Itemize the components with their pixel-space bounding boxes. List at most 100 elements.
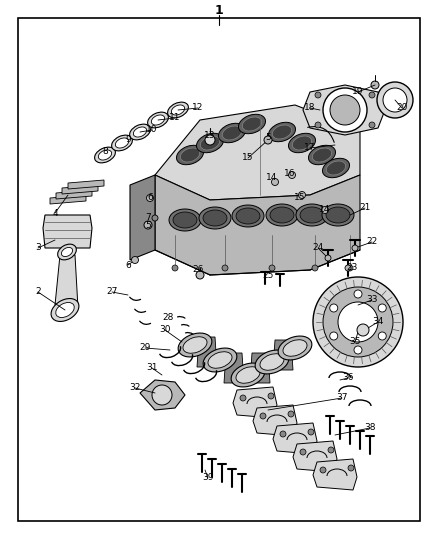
Circle shape (313, 277, 403, 367)
Text: 5: 5 (145, 221, 151, 230)
Ellipse shape (236, 208, 260, 224)
Text: 6: 6 (125, 261, 131, 270)
Text: 32: 32 (129, 384, 141, 392)
Circle shape (205, 135, 215, 145)
Polygon shape (155, 105, 360, 200)
Circle shape (146, 195, 153, 201)
Ellipse shape (61, 247, 73, 256)
Text: 16: 16 (284, 168, 296, 177)
Text: 4: 4 (52, 208, 58, 217)
Text: 18: 18 (304, 103, 316, 112)
Circle shape (269, 265, 275, 271)
Circle shape (378, 332, 386, 340)
Ellipse shape (173, 212, 197, 228)
Circle shape (378, 304, 386, 312)
Circle shape (152, 385, 172, 405)
Polygon shape (130, 175, 155, 260)
Circle shape (315, 92, 321, 98)
Ellipse shape (197, 133, 223, 153)
Ellipse shape (255, 350, 289, 374)
Circle shape (240, 395, 246, 401)
Text: 8: 8 (102, 148, 108, 157)
Circle shape (371, 81, 379, 89)
Text: 3: 3 (35, 244, 41, 253)
Ellipse shape (203, 210, 227, 226)
Circle shape (152, 215, 158, 221)
Ellipse shape (270, 207, 294, 223)
Circle shape (330, 332, 338, 340)
Text: 33: 33 (366, 295, 378, 304)
Ellipse shape (134, 127, 147, 137)
Circle shape (315, 122, 321, 128)
Text: 20: 20 (396, 103, 408, 112)
Circle shape (330, 95, 360, 125)
Circle shape (369, 92, 375, 98)
Text: 6: 6 (147, 193, 153, 203)
Circle shape (354, 290, 362, 298)
Ellipse shape (322, 158, 350, 177)
Text: 25: 25 (262, 271, 274, 279)
Text: 10: 10 (146, 125, 158, 134)
Circle shape (347, 265, 353, 271)
Polygon shape (197, 337, 217, 367)
Ellipse shape (296, 204, 328, 226)
Text: 14: 14 (319, 206, 331, 214)
Circle shape (264, 136, 272, 144)
Polygon shape (55, 255, 78, 308)
Ellipse shape (308, 146, 336, 165)
Ellipse shape (130, 124, 150, 140)
Circle shape (348, 465, 354, 471)
Text: 28: 28 (162, 313, 174, 322)
Circle shape (289, 172, 296, 179)
Ellipse shape (236, 367, 260, 383)
Circle shape (308, 429, 314, 435)
Text: 24: 24 (312, 244, 324, 253)
Text: 2: 2 (35, 287, 41, 296)
Circle shape (280, 431, 286, 437)
Ellipse shape (312, 148, 332, 162)
Circle shape (268, 393, 274, 399)
Polygon shape (140, 380, 185, 410)
Text: 15: 15 (242, 154, 254, 163)
Circle shape (321, 206, 328, 214)
Text: 22: 22 (366, 238, 378, 246)
Ellipse shape (148, 112, 168, 128)
Circle shape (323, 88, 367, 132)
Text: 36: 36 (342, 374, 354, 383)
Circle shape (288, 411, 294, 417)
Ellipse shape (178, 333, 212, 357)
Circle shape (312, 265, 318, 271)
Ellipse shape (260, 354, 284, 370)
Circle shape (300, 449, 306, 455)
Ellipse shape (326, 161, 346, 175)
Ellipse shape (177, 146, 204, 165)
Text: 27: 27 (106, 287, 118, 296)
Circle shape (222, 265, 228, 271)
Ellipse shape (238, 114, 265, 134)
Circle shape (357, 324, 369, 336)
Ellipse shape (199, 207, 231, 229)
Ellipse shape (99, 150, 112, 160)
Text: 7: 7 (145, 214, 151, 222)
Polygon shape (155, 175, 360, 275)
Ellipse shape (171, 105, 185, 115)
Text: 26: 26 (192, 265, 204, 274)
Text: 23: 23 (346, 263, 358, 272)
Circle shape (320, 467, 326, 473)
Polygon shape (250, 353, 270, 383)
Circle shape (330, 304, 338, 312)
Circle shape (272, 179, 279, 185)
Text: 19: 19 (352, 87, 364, 96)
Ellipse shape (322, 204, 354, 226)
Ellipse shape (223, 126, 242, 140)
Text: 5: 5 (265, 133, 271, 142)
Circle shape (144, 221, 152, 229)
Ellipse shape (268, 122, 296, 142)
Circle shape (328, 447, 334, 453)
Polygon shape (224, 353, 244, 383)
Ellipse shape (180, 148, 200, 162)
Circle shape (260, 413, 266, 419)
Ellipse shape (200, 136, 219, 150)
Ellipse shape (289, 133, 315, 153)
Text: 17: 17 (304, 143, 316, 152)
